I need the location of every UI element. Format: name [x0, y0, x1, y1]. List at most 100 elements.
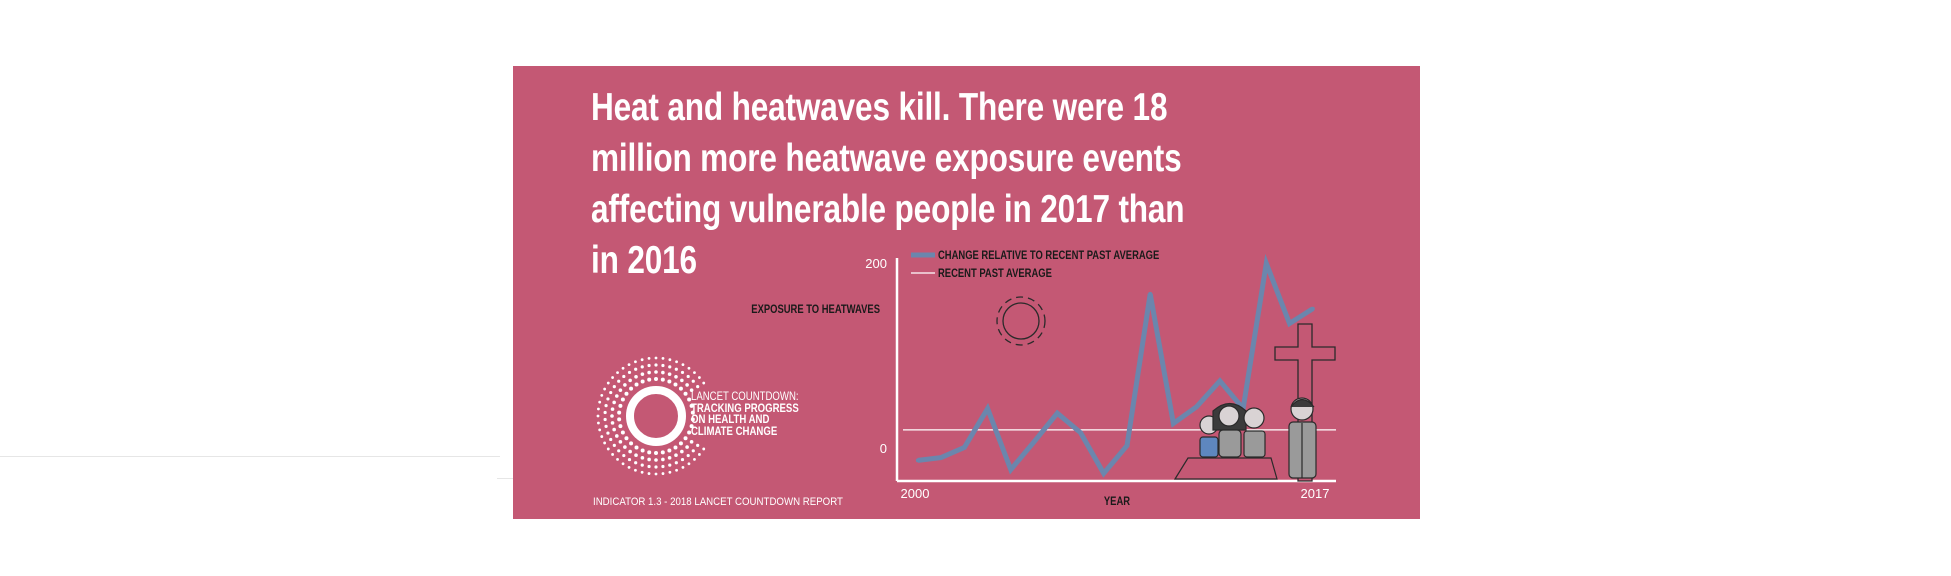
- logo-dot: [612, 443, 616, 448]
- logo-dot: [634, 367, 638, 371]
- logo-dot: [620, 430, 625, 435]
- logo-dot: [661, 370, 665, 375]
- logo-dot: [698, 453, 701, 456]
- logo-dot: [661, 464, 665, 469]
- logo-dot: [617, 379, 621, 383]
- logo-dot: [609, 437, 613, 442]
- logo-dot: [606, 381, 610, 385]
- logo-dot: [654, 472, 658, 476]
- logo-text-line3: ON HEALTH AND: [691, 412, 770, 426]
- logo-dot: [616, 371, 619, 374]
- logo-dot: [629, 441, 634, 446]
- logo-dot: [640, 358, 644, 362]
- data-point-2012: [1194, 404, 1199, 409]
- logo-dot: [616, 458, 619, 461]
- logo-dot: [693, 458, 696, 461]
- data-point-2013: [1217, 378, 1222, 383]
- logo-dot: [647, 472, 651, 475]
- logo-dot: [640, 470, 644, 474]
- x-tick-label-end: 2017: [1301, 486, 1330, 501]
- logo-dot: [647, 457, 651, 462]
- logo-dot: [654, 465, 658, 469]
- logo-dot: [702, 447, 706, 451]
- logo-dot: [603, 387, 607, 391]
- logo-dot: [610, 407, 615, 411]
- logo-dot: [660, 377, 665, 382]
- logo-dot: [640, 463, 644, 467]
- logo-dot: [687, 366, 691, 370]
- logo-dot: [621, 462, 625, 466]
- logo-dot: [687, 397, 692, 402]
- logo-dot: [654, 377, 658, 381]
- x-axis-label: YEAR: [1104, 495, 1131, 508]
- logo-dot: [618, 440, 623, 444]
- logo-dot: [674, 375, 678, 379]
- logo-dot: [690, 410, 695, 415]
- logo-dot: [600, 435, 604, 438]
- logo-dot: [687, 430, 692, 435]
- logo-dot: [647, 464, 651, 469]
- logo-dot: [667, 372, 672, 376]
- logo-dot: [624, 436, 629, 441]
- logo-dot: [647, 363, 651, 368]
- logo-dot: [661, 472, 665, 475]
- logo-dot: [603, 410, 607, 415]
- logo-dot: [689, 388, 694, 392]
- heatwave-chart: 200 0 2000 2017 EXPOSURE TO HEATWAVES YE…: [751, 249, 1336, 508]
- logo-dot: [675, 360, 678, 364]
- logo-dot: [629, 386, 634, 391]
- logo-dot: [623, 445, 627, 449]
- logo-dot: [606, 447, 610, 451]
- logo-text-line1: LANCET COUNTDOWN:: [691, 389, 799, 403]
- x-tick-label-start: 2000: [901, 486, 930, 501]
- y-tick-label-top: 200: [865, 256, 887, 271]
- logo-dot: [627, 363, 631, 367]
- logo-dot: [597, 407, 600, 411]
- logo-dot: [685, 383, 689, 387]
- logo-dot: [598, 400, 602, 404]
- logo-dot: [647, 370, 651, 375]
- logo-dot: [627, 370, 632, 375]
- data-point-2006: [1055, 411, 1060, 416]
- y-tick-label-bottom: 0: [880, 441, 887, 456]
- logo-dot: [627, 457, 632, 462]
- logo-dot: [618, 388, 623, 392]
- logo-dot: [654, 451, 658, 455]
- data-point-2010: [1148, 291, 1153, 296]
- logo-dot: [681, 363, 685, 367]
- logo-dot: [612, 384, 616, 389]
- logo-dot: [678, 441, 683, 446]
- lancet-countdown-logo: [596, 356, 706, 476]
- logo-dot: [640, 365, 644, 369]
- logo-dot: [689, 440, 694, 444]
- logo-dot: [640, 372, 645, 376]
- logo-dot: [615, 434, 619, 438]
- logo-dot: [686, 374, 690, 379]
- legend: CHANGE RELATIVE TO RECENT PAST AVERAGE R…: [911, 249, 1159, 280]
- logo-dot: [667, 448, 672, 453]
- logo-dot: [674, 453, 678, 457]
- logo-dot: [603, 441, 607, 445]
- series-layer: [903, 253, 1336, 478]
- logo-dot: [611, 453, 614, 456]
- logo-dot: [597, 421, 600, 425]
- logo-dot: [689, 403, 694, 408]
- logo-dot: [691, 379, 695, 383]
- logo-dot: [634, 382, 639, 387]
- logo-dot: [678, 386, 683, 391]
- logo-dot: [634, 468, 637, 472]
- logo-dot: [617, 410, 622, 415]
- logo-dot: [640, 448, 645, 453]
- logo-dot: [617, 417, 622, 422]
- logo-dot: [612, 427, 616, 432]
- logo-dot: [640, 456, 645, 460]
- data-point-2005: [1032, 439, 1036, 444]
- logo-dot: [674, 461, 678, 465]
- logo-dot: [667, 379, 672, 384]
- logo-dot: [654, 356, 658, 360]
- logo-dot: [680, 370, 685, 375]
- logo-dot: [612, 400, 616, 405]
- logo-text: LANCET COUNTDOWN: TRACKING PROGRESS ON H…: [691, 389, 799, 437]
- data-point-2008: [1101, 471, 1106, 476]
- logo-dot: [661, 357, 665, 360]
